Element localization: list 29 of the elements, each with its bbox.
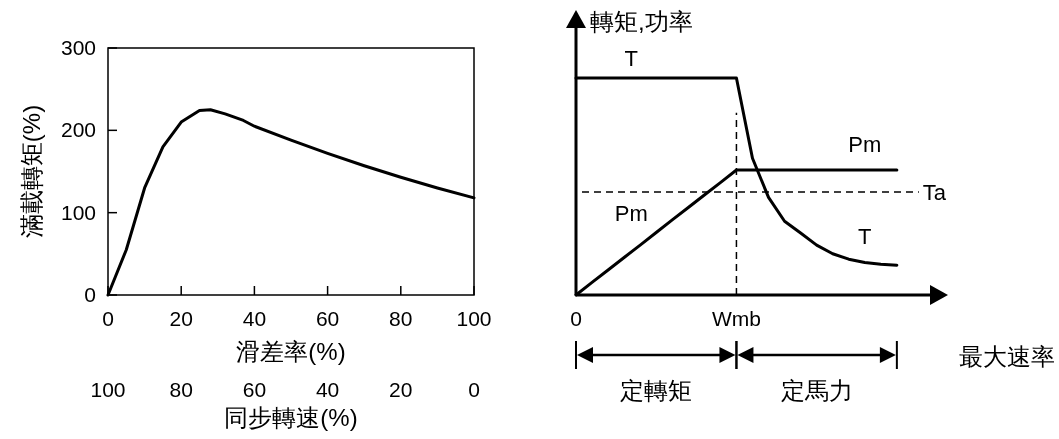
x-axis-title: 最大速率 bbox=[959, 343, 1055, 370]
x-tick-label: 0 bbox=[102, 307, 114, 330]
series-label: T bbox=[624, 46, 638, 71]
x-axis-title: 滑差率(%) bbox=[236, 338, 346, 365]
x-tick-label: 100 bbox=[456, 307, 492, 330]
x-tick-label: 20 bbox=[169, 307, 193, 330]
x2-tick-label: 0 bbox=[468, 378, 480, 401]
x2-tick-label: 60 bbox=[242, 378, 267, 401]
x2-tick-label: 40 bbox=[315, 378, 340, 401]
series-label: Pm bbox=[614, 200, 648, 226]
x2-tick-label: 100 bbox=[90, 378, 126, 401]
y-axis-title: 轉矩,功率 bbox=[590, 8, 693, 35]
text: T bbox=[858, 224, 872, 250]
x-tick-label: 60 bbox=[315, 307, 340, 330]
ref-line-label: Ta bbox=[922, 179, 947, 205]
text: 定轉矩 bbox=[620, 377, 693, 404]
x2-tick-label: 20 bbox=[389, 378, 413, 401]
x-tick-label: 40 bbox=[242, 307, 267, 330]
y-axis-title: 滿載轉矩(%) bbox=[18, 104, 45, 239]
y-tick-label: 200 bbox=[60, 118, 96, 142]
x-tick-label: 80 bbox=[389, 307, 413, 330]
text: Pm bbox=[848, 132, 882, 158]
text: 定馬力 bbox=[780, 377, 853, 404]
x2-tick-label: 80 bbox=[169, 378, 193, 401]
y-tick-label: 100 bbox=[60, 200, 96, 224]
y-tick-label: 0 bbox=[84, 283, 96, 306]
y-tick-label: 300 bbox=[60, 36, 96, 59]
x2-axis-title: 同步轉速(%) bbox=[224, 404, 358, 431]
text: Wmb bbox=[711, 307, 761, 330]
